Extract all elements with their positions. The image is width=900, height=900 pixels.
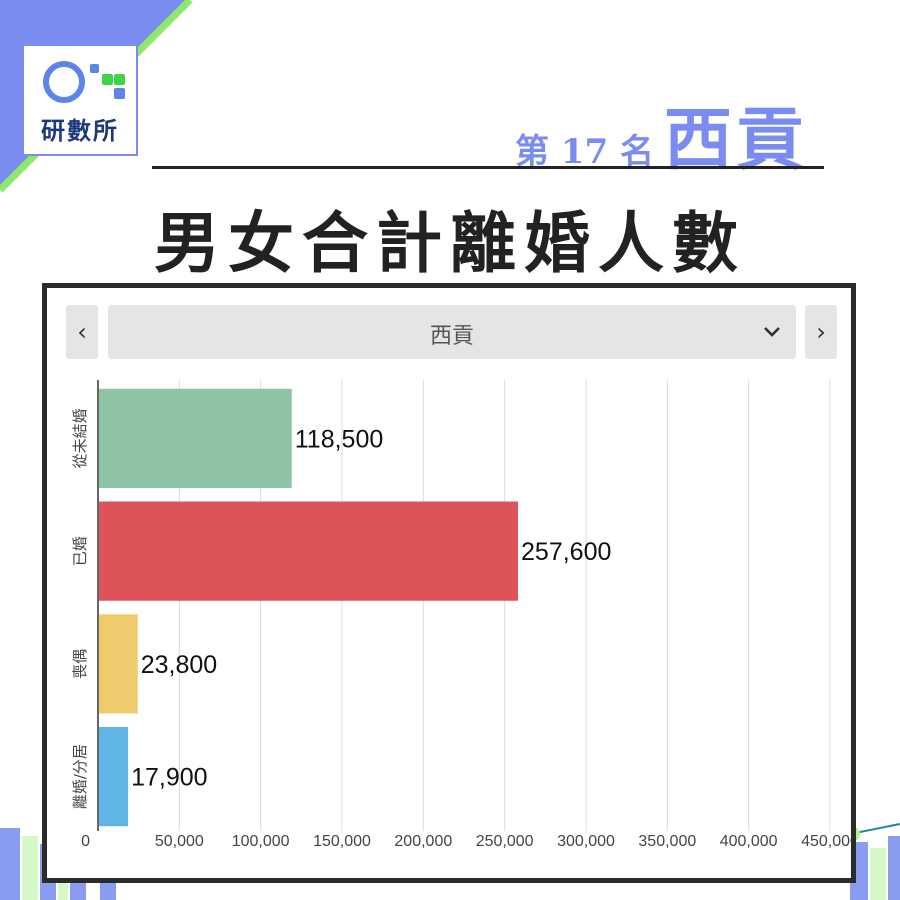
category-label: 喪偶 xyxy=(71,649,89,679)
category-label: 已婚 xyxy=(71,536,89,566)
x-tick-label: 100,000 xyxy=(232,833,290,850)
x-tick-label: 200,000 xyxy=(394,833,452,850)
district-select-value: 西貢 xyxy=(429,324,474,349)
bar xyxy=(99,501,519,601)
bar xyxy=(99,388,292,488)
data-label: 118,500 xyxy=(295,425,384,453)
x-tick-label: 150,000 xyxy=(313,833,371,850)
category-label: 從未結婚 xyxy=(71,408,89,468)
header-divider xyxy=(152,166,824,169)
logo-mark-icon xyxy=(43,61,125,103)
next-district-button[interactable]: › xyxy=(805,305,837,359)
bar xyxy=(99,727,129,827)
page-title: 男女合計離婚人數 xyxy=(154,204,746,282)
x-tick-label: 350,000 xyxy=(638,833,696,850)
rank-prefix: 第 17 名 xyxy=(514,132,654,172)
brand-logo: 研數所 xyxy=(22,44,138,156)
data-label: 23,800 xyxy=(141,651,217,679)
chevron-down-icon xyxy=(764,327,780,337)
x-tick-label: 250,000 xyxy=(476,833,534,850)
bar-chart: 0 50,000 100,000 150,000 200,000 250,000 300,0… xyxy=(71,380,851,850)
x-tick-label: 300,000 xyxy=(557,833,615,850)
logo-text: 研數所 xyxy=(41,117,119,145)
category-label: 離婚/分居 xyxy=(71,744,89,809)
data-label: 257,600 xyxy=(521,538,611,566)
x-tick-label: 450,000 xyxy=(801,833,851,850)
bar xyxy=(99,614,138,714)
x-tick-label: 50,000 xyxy=(155,833,204,850)
district-select[interactable]: 西貢 xyxy=(108,305,796,359)
chevron-right-icon: › xyxy=(816,318,826,346)
x-tick-label: 400,000 xyxy=(720,833,778,850)
data-label: 17,900 xyxy=(131,764,207,792)
prev-district-button[interactable]: ‹ xyxy=(66,305,98,359)
x-tick-label: 0 xyxy=(81,833,90,850)
chevron-left-icon: ‹ xyxy=(77,318,87,346)
chart-card: ‹ 西貢 › 0 50,000 100,000 150,000 200,000 250,0… xyxy=(42,283,856,883)
